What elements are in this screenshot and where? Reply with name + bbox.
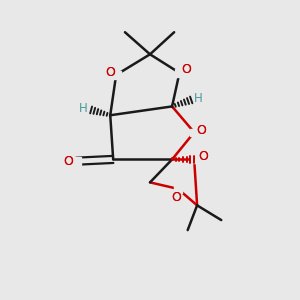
Text: O: O: [181, 63, 191, 76]
Text: O: O: [172, 191, 182, 204]
Bar: [112, 71, 121, 79]
Text: O: O: [198, 150, 208, 163]
Text: O: O: [181, 63, 191, 76]
Bar: [174, 185, 182, 193]
Text: O: O: [196, 124, 206, 137]
Text: H: H: [80, 102, 88, 115]
Text: O: O: [63, 155, 73, 168]
Text: O: O: [172, 191, 182, 204]
Bar: [190, 128, 199, 136]
Text: O: O: [105, 66, 115, 79]
Text: O: O: [196, 124, 206, 137]
Text: O: O: [198, 150, 208, 163]
Text: H: H: [194, 92, 203, 105]
Bar: [175, 69, 184, 77]
Bar: [72, 158, 81, 165]
Text: O: O: [63, 155, 73, 168]
Text: O: O: [105, 66, 115, 79]
Bar: [190, 156, 199, 163]
